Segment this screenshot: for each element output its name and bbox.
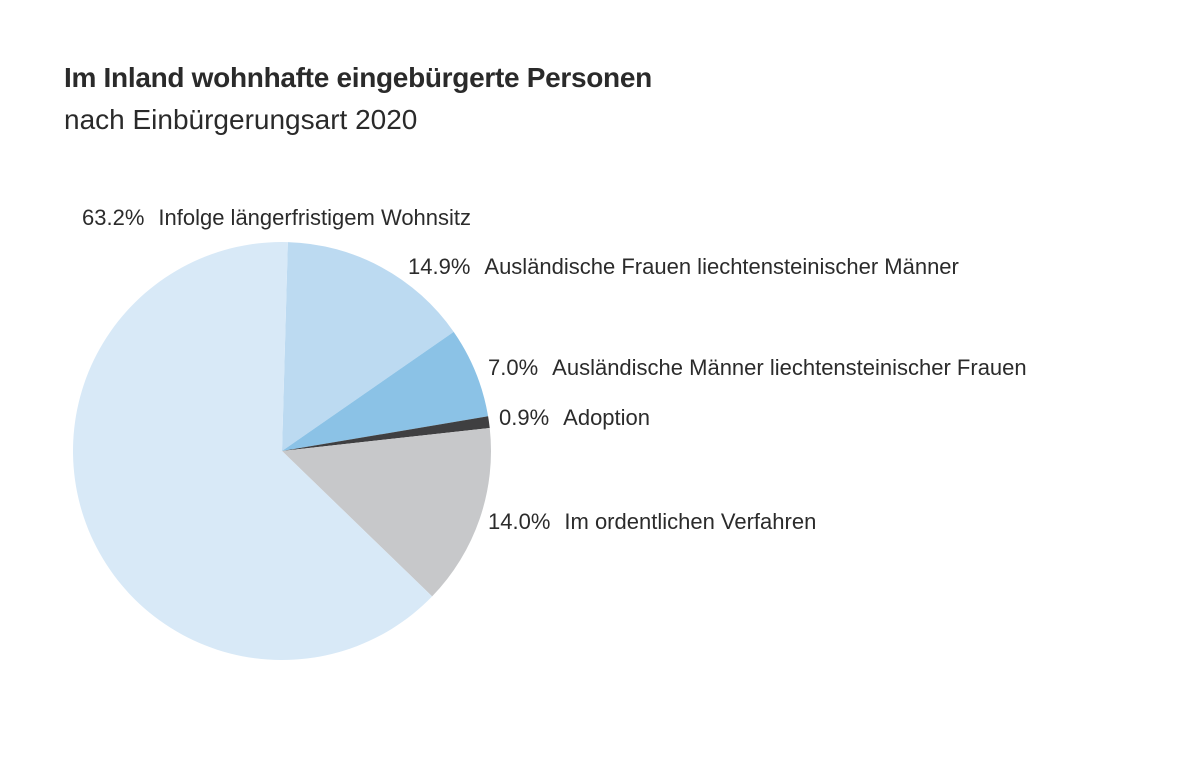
slice-label-1: 14.9% Ausländische Frauen liechtensteinis… <box>408 254 959 279</box>
slice-value-label: 7.0% <box>488 355 538 380</box>
pie-slices <box>72 242 491 660</box>
chart-title: Im Inland wohnhafte eingebürgerte Person… <box>64 62 652 93</box>
slice-value-label: 14.9% <box>408 254 470 279</box>
slice-category-label: Adoption <box>563 405 650 430</box>
slice-label-2: 7.0% Ausländische Männer liechtensteinisc… <box>488 355 1027 380</box>
pie-slice-1 <box>282 242 454 451</box>
slice-label-5: 63.2% Infolge längerfristigem Wohnsitz <box>82 205 471 230</box>
slice-category-label: Infolge längerfristigem Wohnsitz <box>158 205 471 230</box>
pie-slice-3 <box>282 416 490 451</box>
slice-value-label: 14.0% <box>488 509 550 534</box>
slice-category-label: Im ordentlichen Verfahren <box>564 509 816 534</box>
slice-category-label: Ausländische Männer liechtensteinischer … <box>552 355 1026 380</box>
slice-label-3: 0.9% Adoption <box>499 405 650 430</box>
slice-value-label: 63.2% <box>82 205 144 230</box>
slice-value-label: 0.9% <box>499 405 549 430</box>
chart-subtitle: nach Einbürgerungsart 2020 <box>64 104 418 135</box>
pie-labels: 14.9% Ausländische Frauen liechtensteinis… <box>82 205 1027 534</box>
pie-slice-4 <box>282 427 491 597</box>
slice-category-label: Ausländische Frauen liechtensteinischer … <box>484 254 958 279</box>
pie-slice-2 <box>282 331 489 451</box>
pie-slice-5 <box>72 242 433 660</box>
slice-label-4: 14.0% Im ordentlichen Verfahren <box>488 509 816 534</box>
